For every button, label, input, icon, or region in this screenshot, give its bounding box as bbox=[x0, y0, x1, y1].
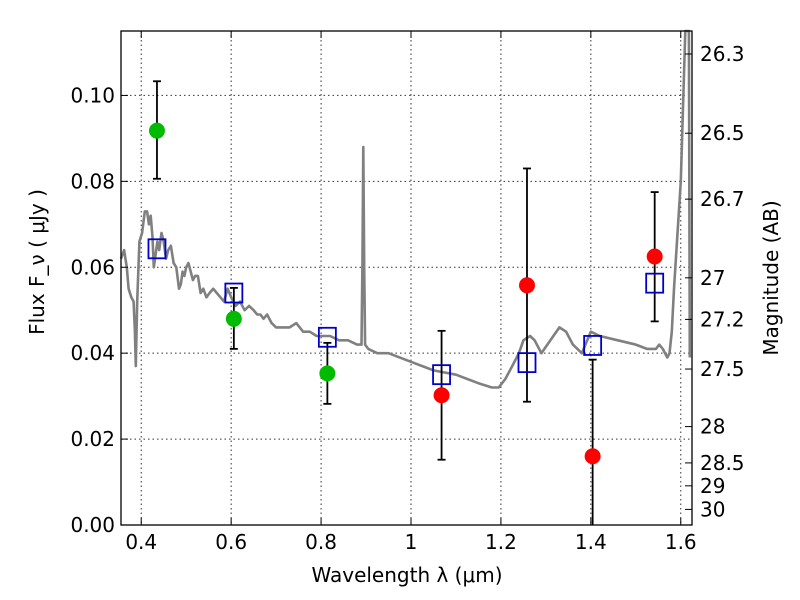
data-points-layer bbox=[148, 122, 663, 465]
model-point bbox=[517, 352, 537, 374]
data-point bbox=[433, 387, 450, 404]
model-point bbox=[432, 364, 451, 386]
model-point bbox=[317, 326, 337, 348]
model-point bbox=[645, 272, 665, 294]
y2-tick-label: 30 bbox=[700, 497, 725, 521]
y2-tick-label: 27.2 bbox=[700, 307, 745, 331]
y2-tick-label: 26.7 bbox=[700, 187, 745, 211]
y-tick-label: 0.02 bbox=[70, 427, 115, 451]
y2-tick-label: 26.3 bbox=[700, 42, 745, 66]
y2-tick-label: 27.5 bbox=[700, 357, 745, 381]
model-boxes-layer bbox=[147, 238, 665, 386]
x-tick-label: 0.8 bbox=[305, 530, 337, 554]
y-tick-label: 0.00 bbox=[70, 513, 115, 537]
data-point bbox=[518, 277, 535, 294]
grid-lines bbox=[121, 31, 692, 525]
x-axis-label: Wavelength λ (μm) bbox=[311, 563, 502, 587]
y-tick-label: 0.08 bbox=[70, 169, 115, 193]
y2-tick-label: 28 bbox=[700, 415, 725, 439]
y2-tick-label: 29 bbox=[700, 474, 725, 498]
data-point bbox=[148, 122, 165, 139]
x-tick-label: 1 bbox=[405, 530, 418, 554]
y-tick-label: 0.06 bbox=[70, 255, 115, 279]
y2-tick-label: 28.5 bbox=[700, 451, 745, 475]
x-tick-label: 1.2 bbox=[485, 530, 517, 554]
y-tick-label: 0.10 bbox=[70, 83, 115, 107]
model-spectrum-layer bbox=[119, 29, 692, 389]
x-tick-label: 0.4 bbox=[125, 530, 157, 554]
model-spectrum-line bbox=[119, 29, 692, 389]
x-tick-label: 0.6 bbox=[215, 530, 247, 554]
plot-frame bbox=[120, 30, 693, 526]
y-tick-label: 0.04 bbox=[70, 341, 115, 365]
y2-tick-label: 26.5 bbox=[700, 121, 745, 145]
x-tick-label: 1.4 bbox=[575, 530, 607, 554]
data-point bbox=[584, 448, 601, 465]
data-point bbox=[319, 365, 336, 382]
y-axis-left: 0.00 0.02 0.04 0.06 0.08 0.10 bbox=[70, 83, 128, 537]
data-point bbox=[225, 310, 242, 327]
x-tick-label: 1.6 bbox=[665, 530, 697, 554]
x-axis: 0.4 0.6 0.8 1 1.2 1.4 1.6 bbox=[125, 31, 697, 554]
model-point bbox=[147, 238, 167, 260]
data-point bbox=[646, 248, 663, 265]
y2-tick-label: 27 bbox=[700, 266, 725, 290]
model-point bbox=[224, 282, 244, 304]
y2-axis-label: Magnitude (AB) bbox=[759, 200, 783, 355]
y-axis-label: Flux F_ν ( μJy ) bbox=[25, 189, 49, 335]
model-point bbox=[583, 335, 603, 356]
